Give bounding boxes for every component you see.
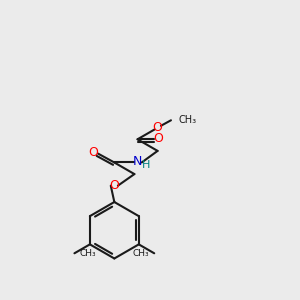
Text: N: N xyxy=(133,155,142,168)
Text: H: H xyxy=(142,160,150,170)
Text: CH₃: CH₃ xyxy=(179,115,197,125)
Text: O: O xyxy=(88,146,98,159)
Text: CH₃: CH₃ xyxy=(132,249,149,258)
Text: O: O xyxy=(154,132,164,145)
Text: CH₃: CH₃ xyxy=(80,249,96,258)
Text: O: O xyxy=(110,179,119,192)
Text: O: O xyxy=(153,121,163,134)
